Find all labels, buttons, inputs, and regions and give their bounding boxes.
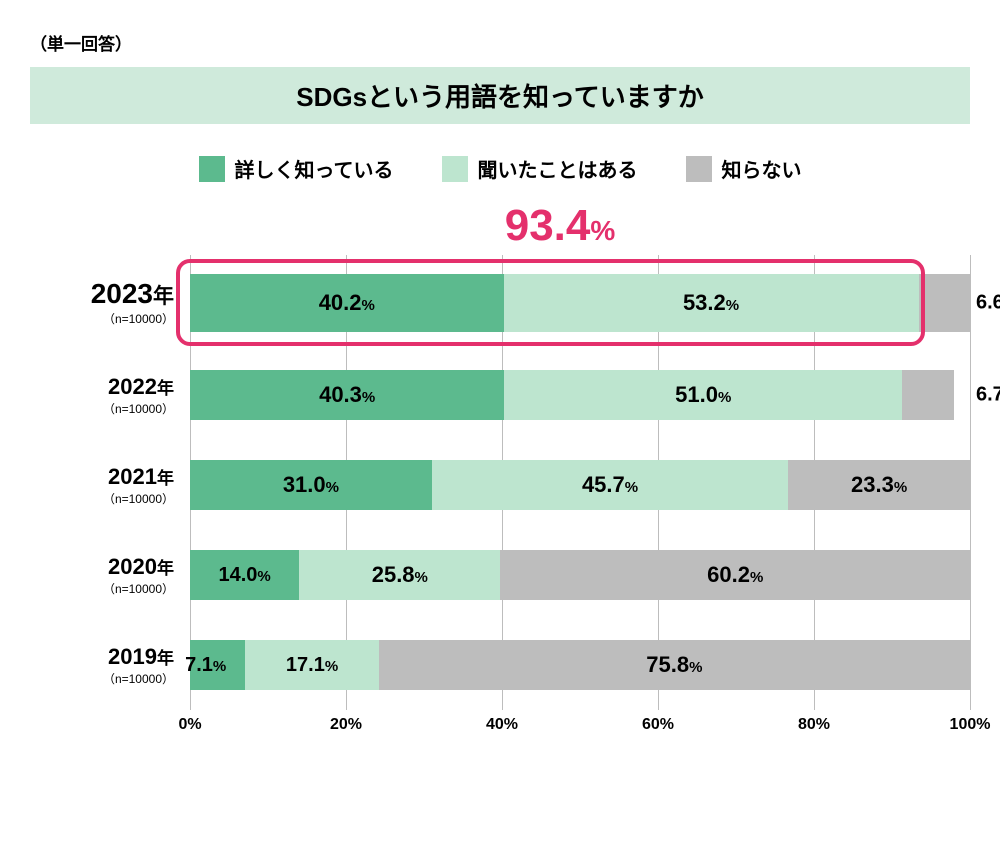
- y-label-2023: 2023年（n=10000）: [40, 278, 190, 327]
- legend-item-0: 詳しく知っている: [199, 154, 394, 183]
- legend-label: 詳しく知っている: [235, 154, 394, 183]
- legend-label: 知らない: [722, 154, 802, 183]
- segment-value: 40.3%: [319, 382, 375, 408]
- bar-segment-2: [919, 274, 970, 332]
- n-label: （n=10000）: [103, 580, 174, 597]
- segment-value: 17.1%: [286, 654, 338, 677]
- year-label: 2020年: [108, 554, 174, 580]
- x-tick: 60%: [642, 716, 674, 734]
- y-label-2022: 2022年（n=10000）: [40, 374, 190, 417]
- bar-segment-0: 7.1%: [190, 640, 245, 690]
- segment-value: 7.1%: [185, 654, 226, 677]
- bar-segment-1: 17.1%: [245, 640, 378, 690]
- bar-segment-1: 45.7%: [432, 460, 788, 510]
- stacked-bar: 40.2% 53.2%: [190, 274, 970, 332]
- year-label: 2019年: [108, 644, 174, 670]
- legend-swatch: [442, 156, 468, 182]
- y-label-2021: 2021年（n=10000）: [40, 464, 190, 507]
- segment-value: 53.2%: [683, 290, 739, 316]
- x-tick: 0%: [178, 716, 201, 734]
- bar-wrap: 40.3%51.0%6.7%: [190, 350, 970, 440]
- stacked-bar: 40.3% 51.0%: [190, 370, 970, 420]
- bar-segment-0: 31.0%: [190, 460, 432, 510]
- bar-segment-1: 53.2%: [504, 274, 919, 332]
- stacked-bar: 31.0% 45.7% 23.3%: [190, 460, 970, 510]
- n-label: （n=10000）: [103, 400, 174, 417]
- x-tick: 20%: [330, 716, 362, 734]
- legend-item-1: 聞いたことはある: [442, 154, 638, 183]
- bar-segment-0: 40.3%: [190, 370, 504, 420]
- x-tick: 100%: [950, 716, 991, 734]
- y-label-2020: 2020年（n=10000）: [40, 554, 190, 597]
- x-axis: 0%20%40%60%80%100%: [190, 716, 970, 744]
- bar-segment-1: 51.0%: [504, 370, 902, 420]
- stacked-bar: 7.1% 17.1% 75.8%: [190, 640, 970, 690]
- segment-value: 31.0%: [283, 472, 339, 498]
- segment-value: 60.2%: [707, 562, 763, 588]
- chart-title: SDGsという用語を知っていますか: [30, 67, 970, 124]
- chart-row-2020: 2020年（n=10000） 14.0% 25.8% 60.2%: [40, 530, 970, 620]
- bar-segment-2: 23.3%: [788, 460, 970, 510]
- legend-swatch: [686, 156, 712, 182]
- callout-pct: %: [590, 215, 615, 246]
- legend-swatch: [199, 156, 225, 182]
- bar-wrap: 14.0% 25.8% 60.2%: [190, 530, 970, 620]
- callout-number: 93.4: [505, 201, 591, 250]
- segment-value: 45.7%: [582, 472, 638, 498]
- bar-segment-1: 25.8%: [299, 550, 500, 600]
- chart-row-2022: 2022年（n=10000）40.3%51.0%6.7%: [40, 350, 970, 440]
- chart-row-2021: 2021年（n=10000） 31.0% 45.7% 23.3%: [40, 440, 970, 530]
- gridline: [970, 255, 971, 710]
- chart-row-2023: 2023年（n=10000）40.2%53.2%6.6%: [40, 255, 970, 350]
- segment-value: 51.0%: [675, 382, 731, 408]
- n-label: （n=10000）: [103, 310, 174, 327]
- chart-area: 2023年（n=10000）40.2%53.2%6.6%2022年（n=1000…: [40, 255, 970, 710]
- response-type-label: （単一回答）: [30, 30, 970, 55]
- segment-value: 40.2%: [319, 290, 375, 316]
- bar-segment-0: 40.2%: [190, 274, 504, 332]
- year-label: 2021年: [108, 464, 174, 490]
- bar-segment-0: 14.0%: [190, 550, 299, 600]
- bar-segment-2: [902, 370, 954, 420]
- bar-segment-2: 60.2%: [500, 550, 970, 600]
- x-tick: 80%: [798, 716, 830, 734]
- year-label: 2022年: [108, 374, 174, 400]
- stacked-bar: 14.0% 25.8% 60.2%: [190, 550, 970, 600]
- segment-value: 23.3%: [851, 472, 907, 498]
- bar-wrap: 7.1% 17.1% 75.8%: [190, 620, 970, 710]
- n-label: （n=10000）: [103, 490, 174, 507]
- chart-row-2019: 2019年（n=10000）7.1%17.1%75.8%: [40, 620, 970, 710]
- n-label: （n=10000）: [103, 670, 174, 687]
- bar-wrap: 40.2%53.2%6.6%: [190, 255, 970, 350]
- x-tick: 40%: [486, 716, 518, 734]
- bar-segment-2: 75.8%: [379, 640, 970, 690]
- segment-value-outside: 6.7%: [976, 384, 1000, 407]
- y-label-2019: 2019年（n=10000）: [40, 644, 190, 687]
- callout-value: 93.4%: [150, 201, 970, 251]
- segment-value: 75.8%: [646, 652, 702, 678]
- year-label: 2023年: [91, 278, 174, 310]
- legend: 詳しく知っている 聞いたことはある 知らない: [30, 154, 970, 183]
- segment-value: 25.8%: [372, 562, 428, 588]
- segment-value: 14.0%: [218, 564, 270, 587]
- legend-label: 聞いたことはある: [478, 154, 638, 183]
- segment-value-outside: 6.6%: [976, 291, 1000, 314]
- bar-wrap: 31.0% 45.7% 23.3%: [190, 440, 970, 530]
- legend-item-2: 知らない: [686, 154, 802, 183]
